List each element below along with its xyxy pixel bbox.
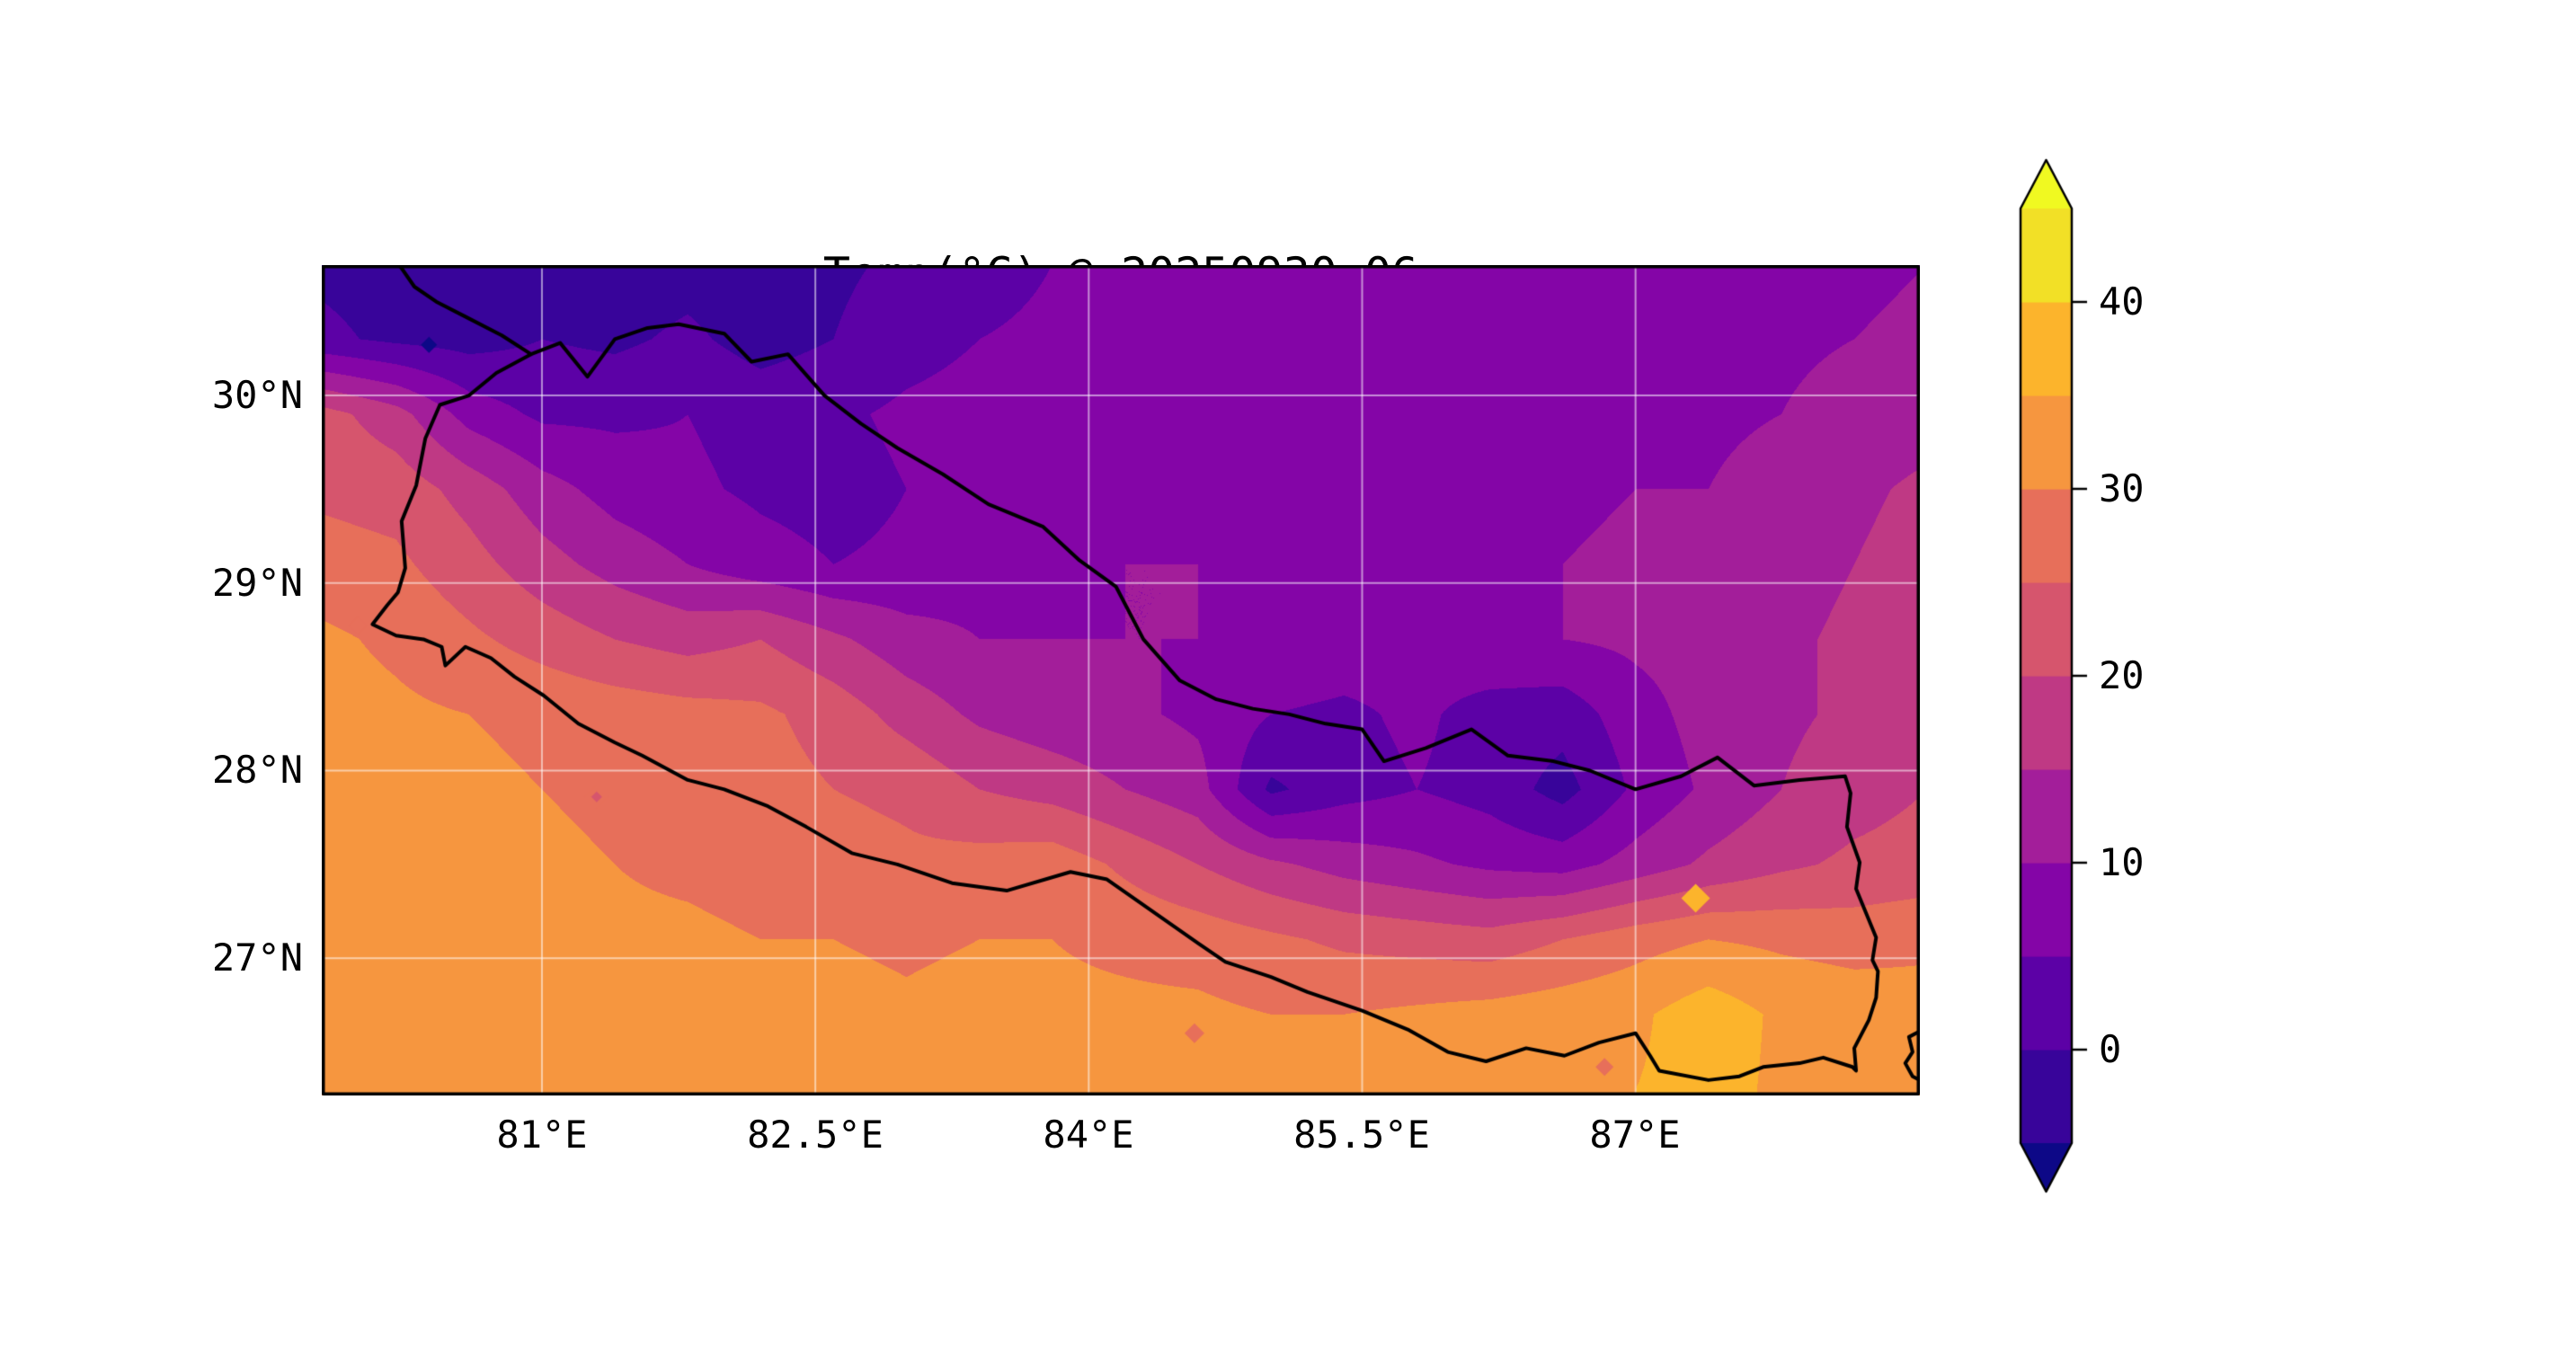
- x-tick-label-84e: 84°E: [1043, 1113, 1134, 1157]
- x-tick-label-81e: 81°E: [496, 1113, 588, 1157]
- colorbar-canvas: [2000, 139, 2180, 1245]
- colorbar-tick-label-20: 20: [2099, 653, 2145, 697]
- x-tick-label-87e: 87°E: [1589, 1113, 1681, 1157]
- colorbar-tick-label-0: 0: [2099, 1027, 2122, 1071]
- x-tick-label-82-5e: 82.5°E: [747, 1113, 884, 1157]
- y-tick-label-27n: 27°N: [211, 936, 303, 980]
- y-tick-label-28n: 28°N: [211, 748, 303, 792]
- y-tick-label-30n: 30°N: [211, 373, 303, 417]
- colorbar-tick-label-30: 30: [2099, 466, 2145, 510]
- colorbar-tick-label-40: 40: [2099, 279, 2145, 324]
- map-canvas: [322, 265, 1920, 1095]
- y-tick-label-29n: 29°N: [211, 561, 303, 605]
- x-tick-label-85-5e: 85.5°E: [1293, 1113, 1430, 1157]
- colorbar-tick-label-10: 10: [2099, 840, 2145, 884]
